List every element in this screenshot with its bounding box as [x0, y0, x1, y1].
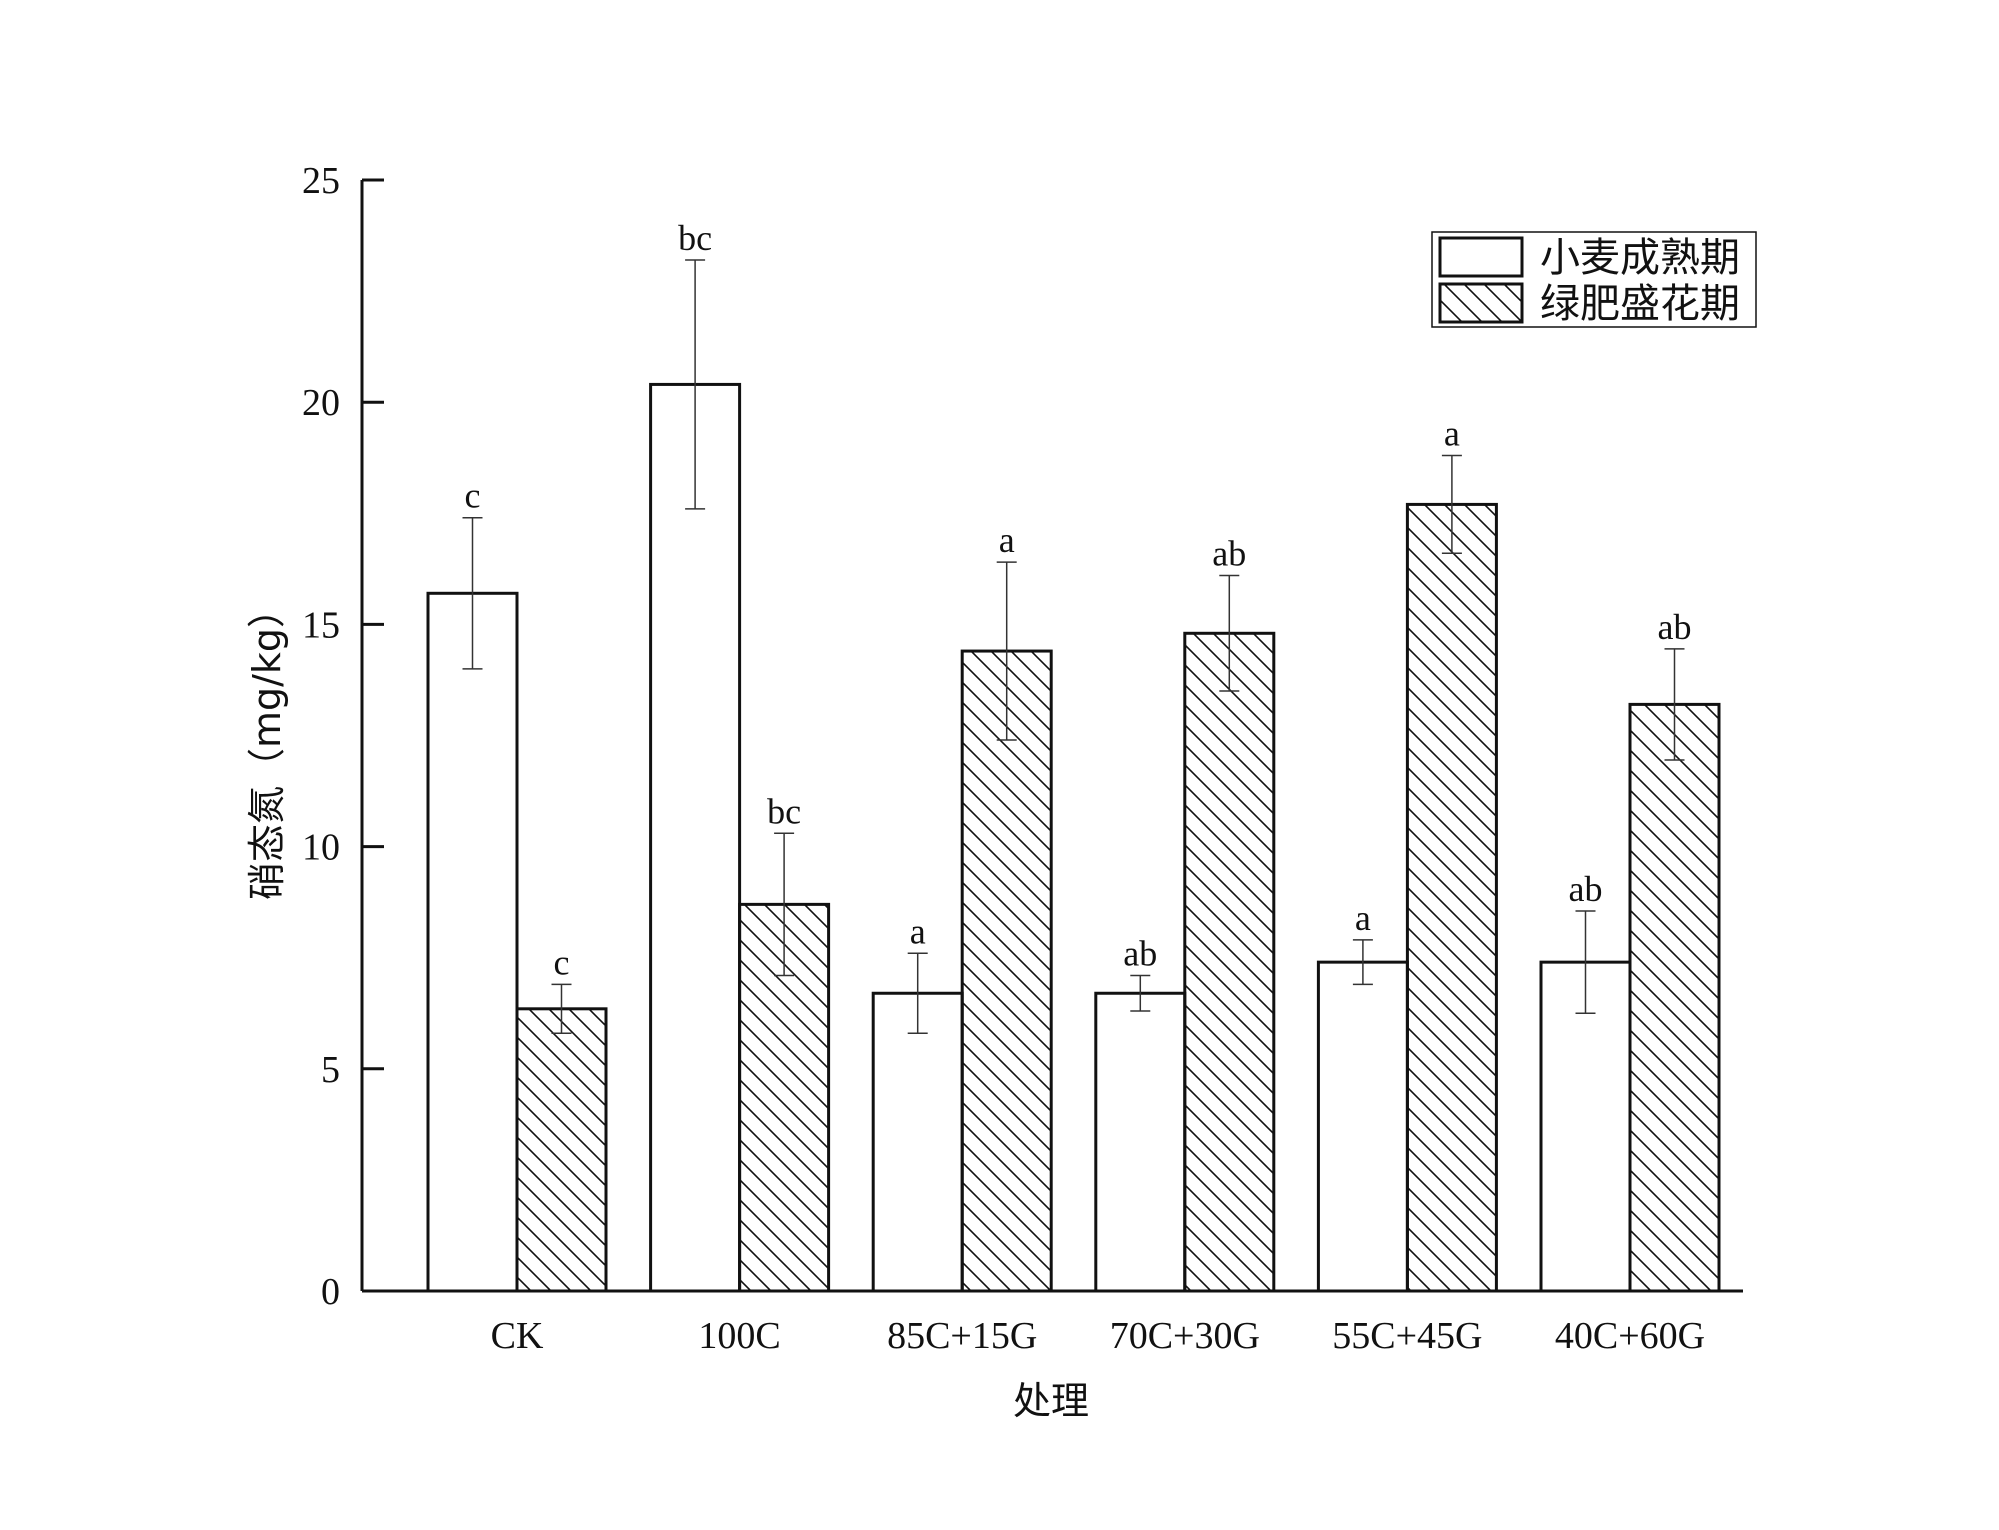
sig-letter-s1-0: c [554, 942, 570, 982]
axes [360, 180, 1743, 1293]
significance-letters: c c bc bc a a ab ab a a ab ab [465, 218, 1692, 982]
bar-s0-5 [1539, 960, 1632, 1293]
x-axis-title: 处理 [1013, 1379, 1089, 1423]
y-tick-label-5: 25 [302, 160, 340, 202]
bars [426, 382, 1721, 1293]
legend: 小麦成熟期 绿肥盛花期 [1431, 231, 1757, 328]
bar-s1-0 [515, 1007, 608, 1293]
sig-letter-s1-4: a [1444, 414, 1460, 454]
y-tick-label-3: 15 [302, 604, 340, 646]
y-tick-label-0: 0 [321, 1271, 340, 1313]
legend-swatch-wheat-maturity [1438, 236, 1524, 278]
bar-s1-2 [960, 649, 1053, 1293]
sig-letter-s0-3: ab [1123, 933, 1157, 973]
sig-letter-s0-0: c [465, 476, 481, 516]
x-category-label-1: 100C [698, 1315, 780, 1357]
bar-s0-4 [1316, 960, 1409, 1293]
sig-letter-s0-4: a [1355, 898, 1371, 938]
sig-letter-s1-3: ab [1212, 534, 1246, 574]
x-category-label-2: 85C+15G [887, 1315, 1037, 1357]
y-tick-label-2: 10 [302, 827, 340, 869]
y-ticks: 0 5 10 15 20 25 [302, 160, 384, 1313]
y-tick-label-4: 20 [302, 382, 340, 424]
legend-swatch-green-manure-flowering [1438, 282, 1524, 324]
y-tick-label-1: 5 [321, 1049, 340, 1091]
bar-s1-4 [1405, 502, 1498, 1293]
legend-label-green-manure-flowering: 绿肥盛花期 [1540, 281, 1740, 327]
x-category-label-4: 55C+45G [1332, 1315, 1482, 1357]
sig-letter-s0-5: ab [1569, 869, 1603, 909]
sig-letter-s1-2: a [999, 520, 1015, 560]
x-category-label-3: 70C+30G [1110, 1315, 1260, 1357]
x-category-label-5: 40C+60G [1555, 1315, 1705, 1357]
sig-letter-s1-1: bc [767, 791, 801, 831]
sig-letter-s0-1: bc [678, 218, 712, 258]
bar-s1-5 [1628, 702, 1721, 1293]
bar-s1-3 [1183, 631, 1276, 1293]
x-category-labels: CK 100C 85C+15G 70C+30G 55C+45G 40C+60G [491, 1315, 1706, 1357]
error-bars [462, 259, 1685, 1034]
sig-letter-s0-2: a [910, 911, 926, 951]
x-category-label-0: CK [491, 1315, 544, 1357]
sig-letter-s1-5: ab [1658, 607, 1692, 647]
legend-label-wheat-maturity: 小麦成熟期 [1540, 235, 1740, 281]
bar-s0-2 [871, 991, 964, 1293]
bar-s0-0 [426, 591, 519, 1293]
y-axis-title: 硝态氮（mg/kg） [245, 590, 289, 900]
bar-s0-3 [1094, 991, 1187, 1293]
bar-s0-1 [649, 382, 742, 1293]
